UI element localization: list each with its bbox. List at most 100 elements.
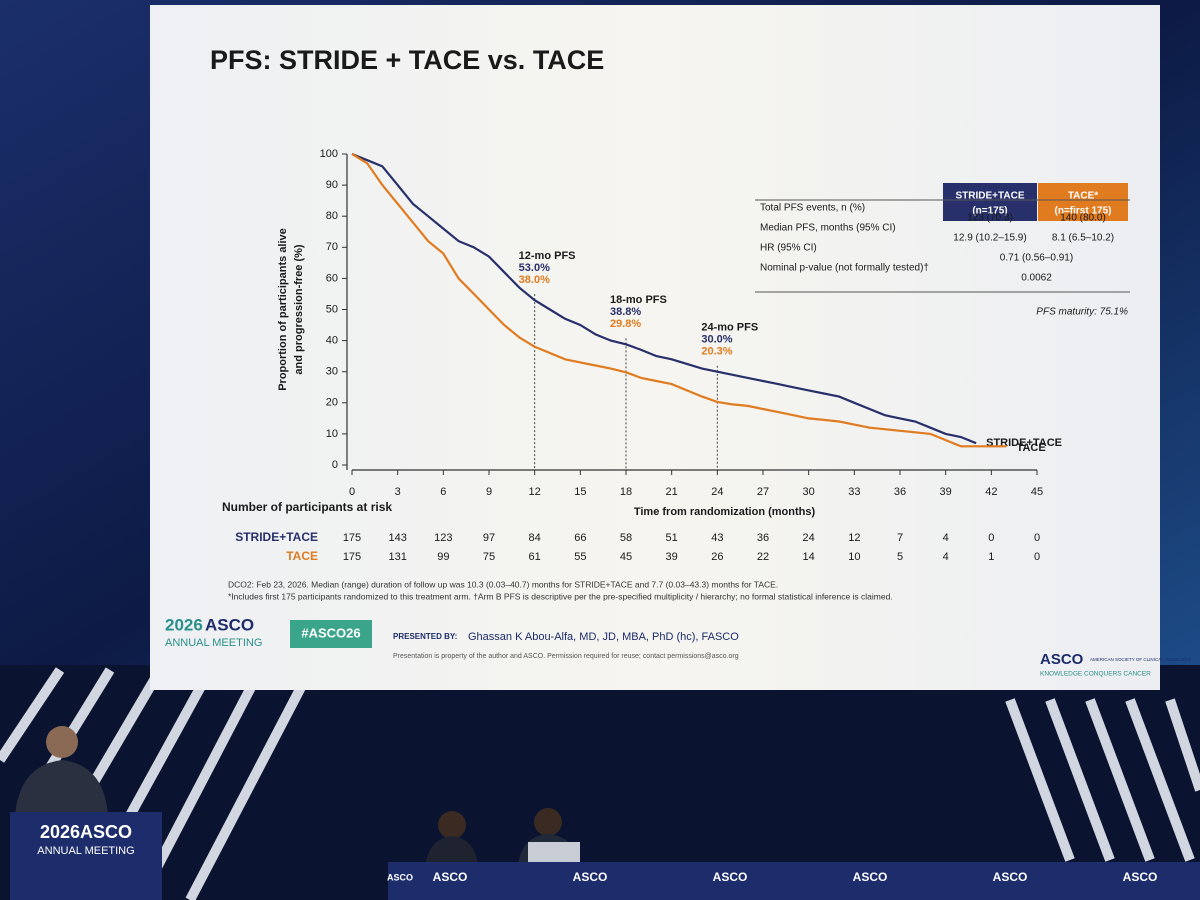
annotation-label: 30.0%: [701, 334, 732, 346]
at-risk-count: 22: [757, 551, 769, 563]
at-risk-count: 0: [1034, 551, 1040, 563]
at-risk-count: 123: [434, 532, 452, 544]
table-cell: 0.71 (0.56–0.91): [1000, 253, 1073, 264]
x-tick-label: 18: [620, 486, 632, 498]
slide-title: PFS: STRIDE + TACE vs. TACE: [210, 45, 604, 75]
at-risk-count: 175: [343, 532, 361, 544]
at-risk-count: 43: [711, 532, 723, 544]
at-risk-count: 4: [943, 551, 949, 563]
table-row-label: Nominal p-value (not formally tested)†: [760, 263, 929, 274]
table-row-label: Median PFS, months (95% CI): [760, 223, 896, 234]
at-risk-count: 7: [897, 532, 903, 544]
meeting-name: ASCO: [205, 615, 254, 634]
desk-label: ASCO: [713, 870, 748, 884]
y-tick-label: 100: [320, 148, 338, 160]
at-risk-count: 84: [529, 532, 541, 544]
annotation-title: 18-mo PFS: [610, 294, 667, 306]
table-row-label: Total PFS events, n (%): [760, 203, 865, 214]
annotation-label: 20.3%: [701, 346, 732, 358]
series-line: [351, 153, 1007, 448]
y-tick-label: 70: [326, 241, 338, 253]
table-cell: 8.1 (6.5–10.2): [1052, 233, 1114, 244]
y-tick-label: 20: [326, 397, 338, 409]
at-risk-count: 39: [666, 551, 678, 563]
table-note: PFS maturity: 75.1%: [1036, 307, 1128, 318]
annotation-title: 24-mo PFS: [701, 322, 758, 334]
y-axis-label: Proportion of participants alive: [277, 228, 289, 391]
desk-label: ASCO: [853, 870, 888, 884]
footnote: DCO2: Feb 23, 2026. Median (range) durat…: [228, 579, 778, 589]
x-tick-label: 12: [529, 486, 541, 498]
x-tick-label: 30: [803, 486, 815, 498]
at-risk-count: 75: [483, 551, 495, 563]
podium-subtitle: ANNUAL MEETING: [37, 845, 134, 857]
at-risk-count: 1: [988, 551, 994, 563]
y-tick-label: 90: [326, 179, 338, 191]
table-row-label: HR (95% CI): [760, 243, 817, 254]
annotation-label: 29.8%: [610, 318, 641, 330]
y-tick-label: 10: [326, 428, 338, 440]
at-risk-count: 0: [1034, 532, 1040, 544]
at-risk-count: 5: [897, 551, 903, 563]
x-tick-label: 39: [940, 486, 952, 498]
x-tick-label: 36: [894, 486, 906, 498]
desk: [388, 862, 1200, 900]
table-header: STRIDE+TACE: [956, 191, 1025, 202]
at-risk-count: 14: [803, 551, 815, 563]
table-cell: 0.0062: [1021, 273, 1052, 284]
at-risk-count: 175: [343, 551, 361, 563]
meeting-sub: ANNUAL MEETING: [165, 637, 262, 649]
at-risk-count: 0: [988, 532, 994, 544]
hashtag-box: [290, 620, 372, 648]
table-cell: 123 (70.3): [967, 213, 1013, 224]
at-risk-title: Number of participants at risk: [222, 500, 392, 514]
org-logo: ASCO: [1040, 651, 1084, 668]
at-risk-count: 45: [620, 551, 632, 563]
x-tick-label: 15: [574, 486, 586, 498]
meeting-year: 2026: [165, 615, 203, 634]
hashtag: #ASCO26: [301, 625, 360, 640]
presenter: Ghassan K Abou-Alfa, MD, JD, MBA, PhD (h…: [468, 631, 739, 643]
desk-label: ASCO: [993, 870, 1028, 884]
at-risk-count: 97: [483, 532, 495, 544]
at-risk-count: 12: [848, 532, 860, 544]
desk-label: ASCO: [433, 870, 468, 884]
x-tick-label: 42: [985, 486, 997, 498]
desk-label: ASCO: [387, 872, 413, 882]
at-risk-count: 4: [943, 532, 949, 544]
annotation-title: 12-mo PFS: [519, 250, 576, 262]
x-tick-label: 6: [440, 486, 446, 498]
at-risk-row-name: TACE: [286, 549, 318, 563]
y-tick-label: 60: [326, 272, 338, 284]
slide: [150, 5, 1160, 690]
x-tick-label: 21: [666, 486, 678, 498]
legend-label: TACE: [1017, 442, 1046, 454]
x-tick-label: 0: [349, 486, 355, 498]
table-header: TACE*: [1068, 191, 1098, 202]
panelists: [425, 808, 580, 865]
desk-label: ASCO: [573, 870, 608, 884]
at-risk-count: 24: [803, 532, 815, 544]
table-header-cell: [1038, 183, 1128, 221]
at-risk-count: 61: [529, 551, 541, 563]
x-tick-label: 27: [757, 486, 769, 498]
table-header-n: (n=175): [972, 206, 1007, 217]
y-tick-label: 0: [332, 459, 338, 471]
at-risk-count: 66: [574, 532, 586, 544]
y-tick-label: 50: [326, 303, 338, 315]
at-risk-count: 58: [620, 532, 632, 544]
table-header-cell: [943, 183, 1037, 221]
at-risk-count: 143: [388, 532, 406, 544]
x-axis-label: Time from randomization (months): [634, 506, 816, 518]
series-line: [351, 152, 977, 445]
presenter: [15, 726, 108, 815]
at-risk-count: 36: [757, 532, 769, 544]
at-risk-count: 10: [848, 551, 860, 563]
y-tick-label: 30: [326, 366, 338, 378]
at-risk-count: 131: [388, 551, 406, 563]
x-tick-label: 33: [848, 486, 860, 498]
desk-label: ASCO: [1123, 870, 1158, 884]
y-axis-label: and progression-free (%): [293, 244, 305, 375]
podium-title: 2026ASCO: [40, 822, 132, 842]
